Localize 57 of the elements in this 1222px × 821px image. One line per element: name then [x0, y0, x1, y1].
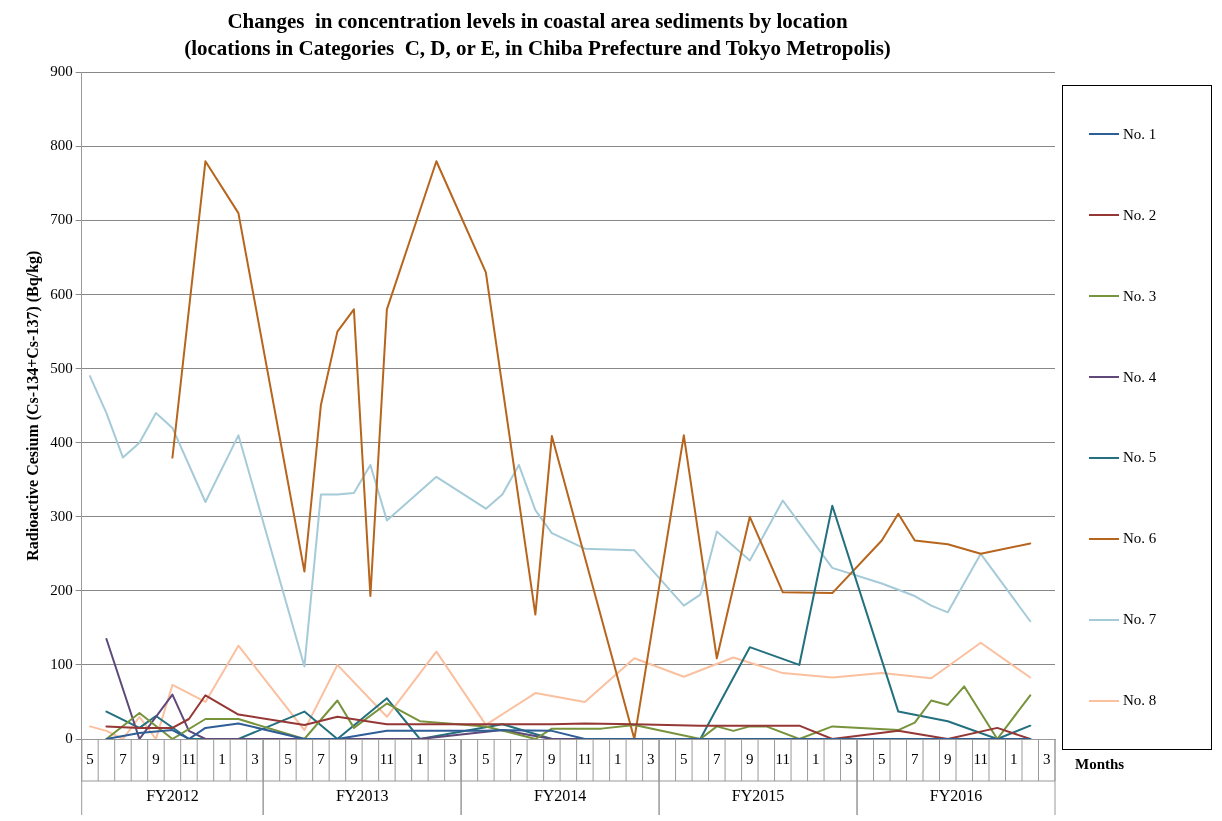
y-tick-label: 700 — [50, 211, 73, 228]
y-tick-label: 800 — [50, 137, 73, 154]
y-tick-label: 900 — [50, 63, 73, 80]
x-tick-label: 1 — [416, 750, 424, 767]
x-tick-label: 7 — [515, 750, 524, 767]
x-tick-label: 7 — [713, 750, 722, 767]
text: FY2012 — [146, 787, 199, 805]
x-tick-label: 9 — [746, 750, 754, 767]
y-tick-label: 200 — [50, 581, 73, 598]
x-tick-label: 1 — [614, 750, 622, 767]
legend-label: No. 6 — [1123, 530, 1157, 548]
x-tick-label: 9 — [944, 750, 952, 767]
legend-label: No. 8 — [1123, 692, 1157, 710]
x-tick-label: 11 — [379, 750, 395, 767]
x-tick-label: 1 — [812, 750, 820, 767]
text: FY2016 — [929, 787, 983, 805]
x-tick-label: 3 — [449, 750, 457, 767]
x-tick-label: 1 — [218, 750, 226, 767]
x-tick-label: 5 — [284, 750, 292, 767]
x-tick-label: 11 — [577, 750, 593, 767]
y-tick-label: 600 — [50, 285, 73, 302]
x-tick-label: 11 — [181, 750, 197, 767]
x-tick-label: 5 — [878, 750, 886, 767]
text: FY2015 — [731, 787, 785, 805]
x-tick-label: 11 — [775, 750, 791, 767]
x-tick-label: 7 — [911, 750, 920, 767]
text: FY2013 — [335, 787, 389, 805]
legend-label: No. 2 — [1123, 206, 1157, 224]
y-tick-label: 300 — [50, 507, 73, 524]
y-tick-label: 100 — [50, 655, 73, 672]
legend-label: No. 7 — [1123, 611, 1157, 629]
x-axis-title: Months — [1075, 755, 1125, 772]
legend-label: No. 5 — [1123, 449, 1157, 467]
x-tick-label: 7 — [119, 750, 128, 767]
chart-title: Changes in concentration levels in coastal area sediments by location — [227, 9, 848, 34]
chart-subtitle: (locations in Categories C, D, or E, in Chiba Prefecture and Tokyo Metropolis) — [184, 36, 891, 61]
x-tick-label: 3 — [647, 750, 655, 767]
y-tick-label: 0 — [65, 729, 73, 746]
text: FY2014 — [533, 787, 587, 805]
x-tick-label: 7 — [317, 750, 326, 767]
x-tick-label: 3 — [251, 750, 259, 767]
y-axis-title: Radioactive Cesium (Cs-134+Cs-137) (Bq/kg) — [23, 250, 42, 561]
x-tick-label: 3 — [845, 750, 853, 767]
y-tick-label: 500 — [50, 359, 73, 376]
x-tick-label: 3 — [1043, 750, 1051, 767]
x-tick-label: 5 — [680, 750, 688, 767]
legend-label: No. 3 — [1123, 287, 1157, 305]
y-tick-label: 400 — [50, 433, 73, 450]
x-tick-label: 9 — [152, 750, 160, 767]
x-tick-label: 5 — [482, 750, 490, 767]
x-tick-label: 5 — [86, 750, 94, 767]
x-tick-label: 11 — [973, 750, 988, 767]
legend-label: No. 4 — [1123, 368, 1157, 386]
legend-label: No. 1 — [1123, 125, 1157, 143]
x-tick-label: 9 — [350, 750, 358, 767]
x-tick-label: 9 — [548, 750, 556, 767]
x-tick-label: 1 — [1010, 750, 1018, 767]
